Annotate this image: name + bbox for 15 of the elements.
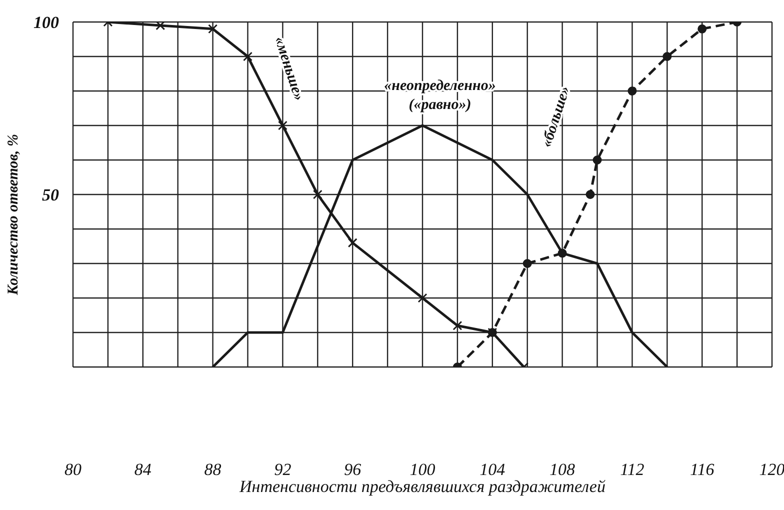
- x-tick-label: 84: [134, 460, 152, 479]
- y-axis-title: Количество ответов, %: [5, 134, 22, 296]
- x-tick-label: 88: [204, 460, 222, 479]
- x-tick-label: 80: [64, 460, 82, 479]
- x-tick-label: 100: [410, 460, 436, 479]
- y-tick-label: 50: [42, 186, 60, 204]
- x-tick-label: 108: [550, 460, 576, 479]
- text: «меньше»: [270, 34, 307, 103]
- x-tick-label: 116: [690, 460, 715, 479]
- text: «больше»: [538, 84, 574, 150]
- x-tick-label: 92: [274, 460, 292, 479]
- x-tick-label: 96: [344, 460, 362, 479]
- x-tick-label: 104: [480, 460, 506, 479]
- x-tick-label: 112: [620, 460, 645, 479]
- x-axis-title: Интенсивности предъявлявшихся раздражителей: [238, 477, 606, 496]
